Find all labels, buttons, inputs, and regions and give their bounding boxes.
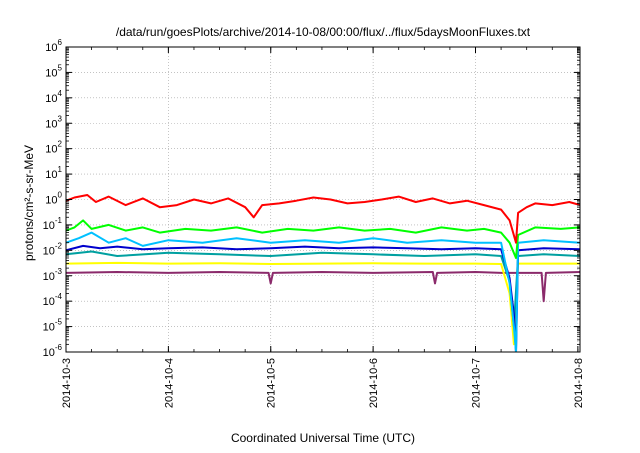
y-tick-label: 10-5 bbox=[43, 318, 63, 334]
y-tick-mantissa: 10 bbox=[45, 67, 57, 79]
y-axis-label: protons/cm²-s-sr-MeV bbox=[22, 145, 36, 261]
x-tick-label: 2014-10-7 bbox=[470, 358, 482, 408]
y-tick-mantissa: 10 bbox=[43, 347, 55, 359]
y-tick-exponent: -5 bbox=[55, 318, 63, 327]
series-line-0 bbox=[66, 194, 580, 244]
y-tick-label: 10-3 bbox=[43, 267, 63, 283]
y-tick-exponent: 0 bbox=[58, 191, 63, 200]
y-tick-label: 104 bbox=[45, 89, 62, 105]
y-tick-label: 100 bbox=[45, 191, 62, 207]
series-line-1 bbox=[66, 219, 580, 259]
x-axis-label: Coordinated Universal Time (UTC) bbox=[231, 431, 415, 445]
y-tick-label: 10-1 bbox=[43, 216, 63, 232]
axes: 10-610-510-410-310-210-11001011021031041… bbox=[43, 38, 585, 408]
chart-title: /data/run/goesPlots/archive/2014-10-08/0… bbox=[116, 25, 531, 39]
y-tick-mantissa: 10 bbox=[45, 93, 57, 105]
y-tick-exponent: -2 bbox=[55, 241, 63, 250]
y-tick-exponent: 5 bbox=[58, 63, 63, 72]
y-tick-label: 101 bbox=[45, 165, 62, 181]
x-tick-label: 2014-10-3 bbox=[61, 358, 73, 408]
y-tick-mantissa: 10 bbox=[43, 322, 55, 334]
y-tick-exponent: -6 bbox=[55, 343, 63, 352]
y-tick-mantissa: 10 bbox=[43, 245, 55, 257]
x-tick-label: 2014-10-5 bbox=[266, 358, 278, 408]
y-tick-label: 106 bbox=[45, 38, 62, 54]
y-tick-mantissa: 10 bbox=[45, 144, 57, 156]
x-tick-label: 2014-10-8 bbox=[573, 358, 585, 408]
y-tick-mantissa: 10 bbox=[43, 220, 55, 232]
y-tick-exponent: 1 bbox=[58, 165, 63, 174]
y-tick-exponent: -3 bbox=[55, 267, 63, 276]
series-line-5 bbox=[66, 261, 580, 346]
y-tick-mantissa: 10 bbox=[45, 169, 57, 181]
y-tick-mantissa: 10 bbox=[45, 42, 57, 54]
y-tick-label: 102 bbox=[45, 140, 62, 156]
y-tick-mantissa: 10 bbox=[43, 271, 55, 283]
series-line-2 bbox=[66, 231, 580, 352]
x-tick-label: 2014-10-6 bbox=[368, 358, 380, 408]
y-tick-label: 105 bbox=[45, 63, 62, 79]
x-tick-label: 2014-10-4 bbox=[163, 358, 175, 408]
y-tick-exponent: 3 bbox=[58, 114, 63, 123]
y-tick-mantissa: 10 bbox=[45, 195, 57, 207]
y-tick-label: 103 bbox=[45, 114, 62, 130]
y-tick-exponent: 2 bbox=[58, 140, 63, 149]
series-line-4 bbox=[66, 250, 580, 328]
y-tick-exponent: -1 bbox=[55, 216, 63, 225]
series-layer bbox=[66, 194, 580, 352]
series-line-6 bbox=[66, 271, 580, 303]
y-tick-exponent: -4 bbox=[55, 292, 63, 301]
y-tick-label: 10-2 bbox=[43, 241, 63, 257]
y-tick-label: 10-6 bbox=[43, 343, 63, 359]
y-tick-exponent: 4 bbox=[58, 89, 63, 98]
y-tick-mantissa: 10 bbox=[43, 296, 55, 308]
y-tick-label: 10-4 bbox=[43, 292, 63, 308]
y-tick-exponent: 6 bbox=[58, 38, 63, 47]
y-tick-mantissa: 10 bbox=[45, 118, 57, 130]
